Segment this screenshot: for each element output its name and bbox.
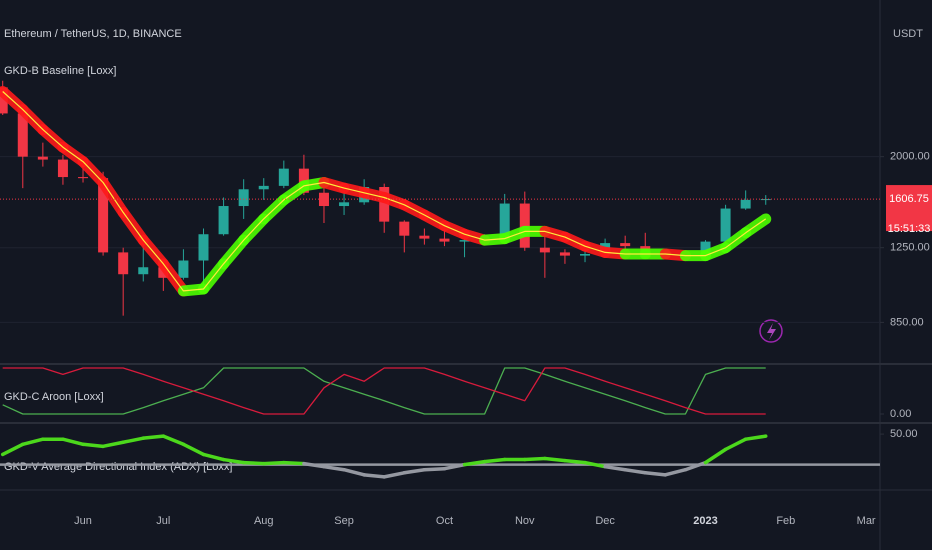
- x-tick-label: Jun: [74, 515, 92, 527]
- y-tick-label: 1250.00: [890, 242, 930, 254]
- countdown: 15:51:33: [888, 223, 931, 235]
- candle-body: [620, 243, 631, 247]
- price-tag: [886, 185, 932, 232]
- x-tick-label: Nov: [515, 515, 535, 527]
- adx-segment: [282, 460, 306, 466]
- candle-body: [339, 202, 350, 207]
- adx-segment: [603, 464, 627, 472]
- adx-segment: [663, 467, 688, 477]
- adx-segment: [161, 434, 186, 447]
- x-tick-label: Dec: [595, 515, 615, 527]
- adx-segment: [563, 458, 587, 465]
- candle-body: [17, 113, 28, 157]
- adx-segment: [643, 471, 668, 477]
- candle-body: [178, 260, 189, 278]
- candle-body: [379, 187, 390, 222]
- candle-body: [720, 208, 731, 242]
- adx-segment: [241, 460, 266, 466]
- candle-body: [0, 87, 8, 114]
- adx-segment: [0, 442, 25, 457]
- candle-body: [399, 221, 410, 236]
- indicator-line: [2, 367, 766, 415]
- adx-segment: [302, 461, 326, 469]
- candle-body: [559, 252, 570, 256]
- candle-body: [57, 159, 68, 178]
- y-tick-label: 850.00: [890, 316, 924, 328]
- candle-body: [700, 241, 711, 256]
- x-tick-label: Mar: [857, 515, 876, 527]
- candle-body: [98, 178, 109, 253]
- adx-segment: [462, 459, 487, 467]
- candle-body: [419, 235, 430, 239]
- adx-segment: [402, 467, 427, 475]
- x-tick-label: Oct: [436, 515, 453, 527]
- adx-segment: [683, 460, 708, 472]
- adx-segment: [61, 437, 85, 447]
- candle-body: [78, 177, 89, 179]
- indicator-title: GKD-V Average Directional Index (ADX) [L…: [4, 461, 232, 473]
- adx-segment: [101, 440, 125, 449]
- candle-body: [439, 238, 450, 242]
- adx-segment: [21, 437, 45, 447]
- candle-body: [318, 192, 329, 207]
- y-tick-label: 2000.00: [890, 151, 930, 163]
- candle-body: [519, 203, 530, 248]
- adx-segment: [181, 442, 206, 457]
- adx-segment: [261, 460, 286, 466]
- currency: USDT: [893, 28, 923, 40]
- candle-body: [198, 234, 209, 261]
- x-tick-label: 2023: [693, 515, 717, 527]
- adx-segment: [382, 471, 407, 479]
- adx-segment: [141, 434, 166, 440]
- candle-body: [138, 267, 149, 275]
- candle-body: [258, 185, 269, 190]
- x-tick-label: Jul: [156, 515, 170, 527]
- x-tick-label: Aug: [254, 515, 274, 527]
- symbol-title: Ethereum / TetherUS, 1D, BINANCE: [4, 28, 182, 40]
- candle-body: [218, 206, 229, 235]
- adx-segment: [703, 447, 728, 465]
- x-tick-label: Feb: [776, 515, 795, 527]
- candle-body: [499, 203, 510, 239]
- adx-segment: [422, 466, 447, 472]
- candle-body: [580, 253, 591, 256]
- alert-icon-bolt: [767, 323, 776, 340]
- baseline-line: [2, 91, 767, 292]
- adx-segment: [623, 467, 648, 475]
- adx-segment: [442, 462, 467, 471]
- candle-body: [278, 168, 289, 186]
- adx-segment: [482, 457, 507, 464]
- y-tick-label: 0.00: [890, 408, 911, 420]
- adx-segment: [583, 460, 607, 469]
- adx-segment: [121, 436, 146, 444]
- adx-segment: [523, 456, 547, 462]
- candle-body: [118, 252, 129, 275]
- price-tag-label: 1606.75: [889, 193, 929, 205]
- adx-segment: [81, 442, 105, 449]
- adx-segment: [362, 473, 386, 479]
- candle-body: [740, 199, 751, 209]
- alert-icon[interactable]: [759, 319, 783, 343]
- x-tick-label: Sep: [334, 515, 354, 527]
- candle-body: [459, 240, 470, 242]
- adx-segment: [723, 437, 748, 452]
- candle-body: [539, 247, 550, 253]
- candle-body: [238, 189, 249, 207]
- y-tick-label: 50.00: [890, 428, 918, 440]
- indicator-title: GKD-B Baseline [Loxx]: [4, 65, 117, 77]
- candle-body: [37, 156, 48, 160]
- indicator-title: GKD-C Aroon [Loxx]: [4, 391, 104, 403]
- adx-segment: [221, 457, 246, 465]
- indicator-line: [2, 367, 766, 415]
- adx-segment: [201, 452, 226, 462]
- adx-segment: [543, 456, 567, 463]
- adx-segment: [342, 467, 366, 477]
- adx-segment: [743, 434, 768, 441]
- adx-segment: [322, 464, 346, 472]
